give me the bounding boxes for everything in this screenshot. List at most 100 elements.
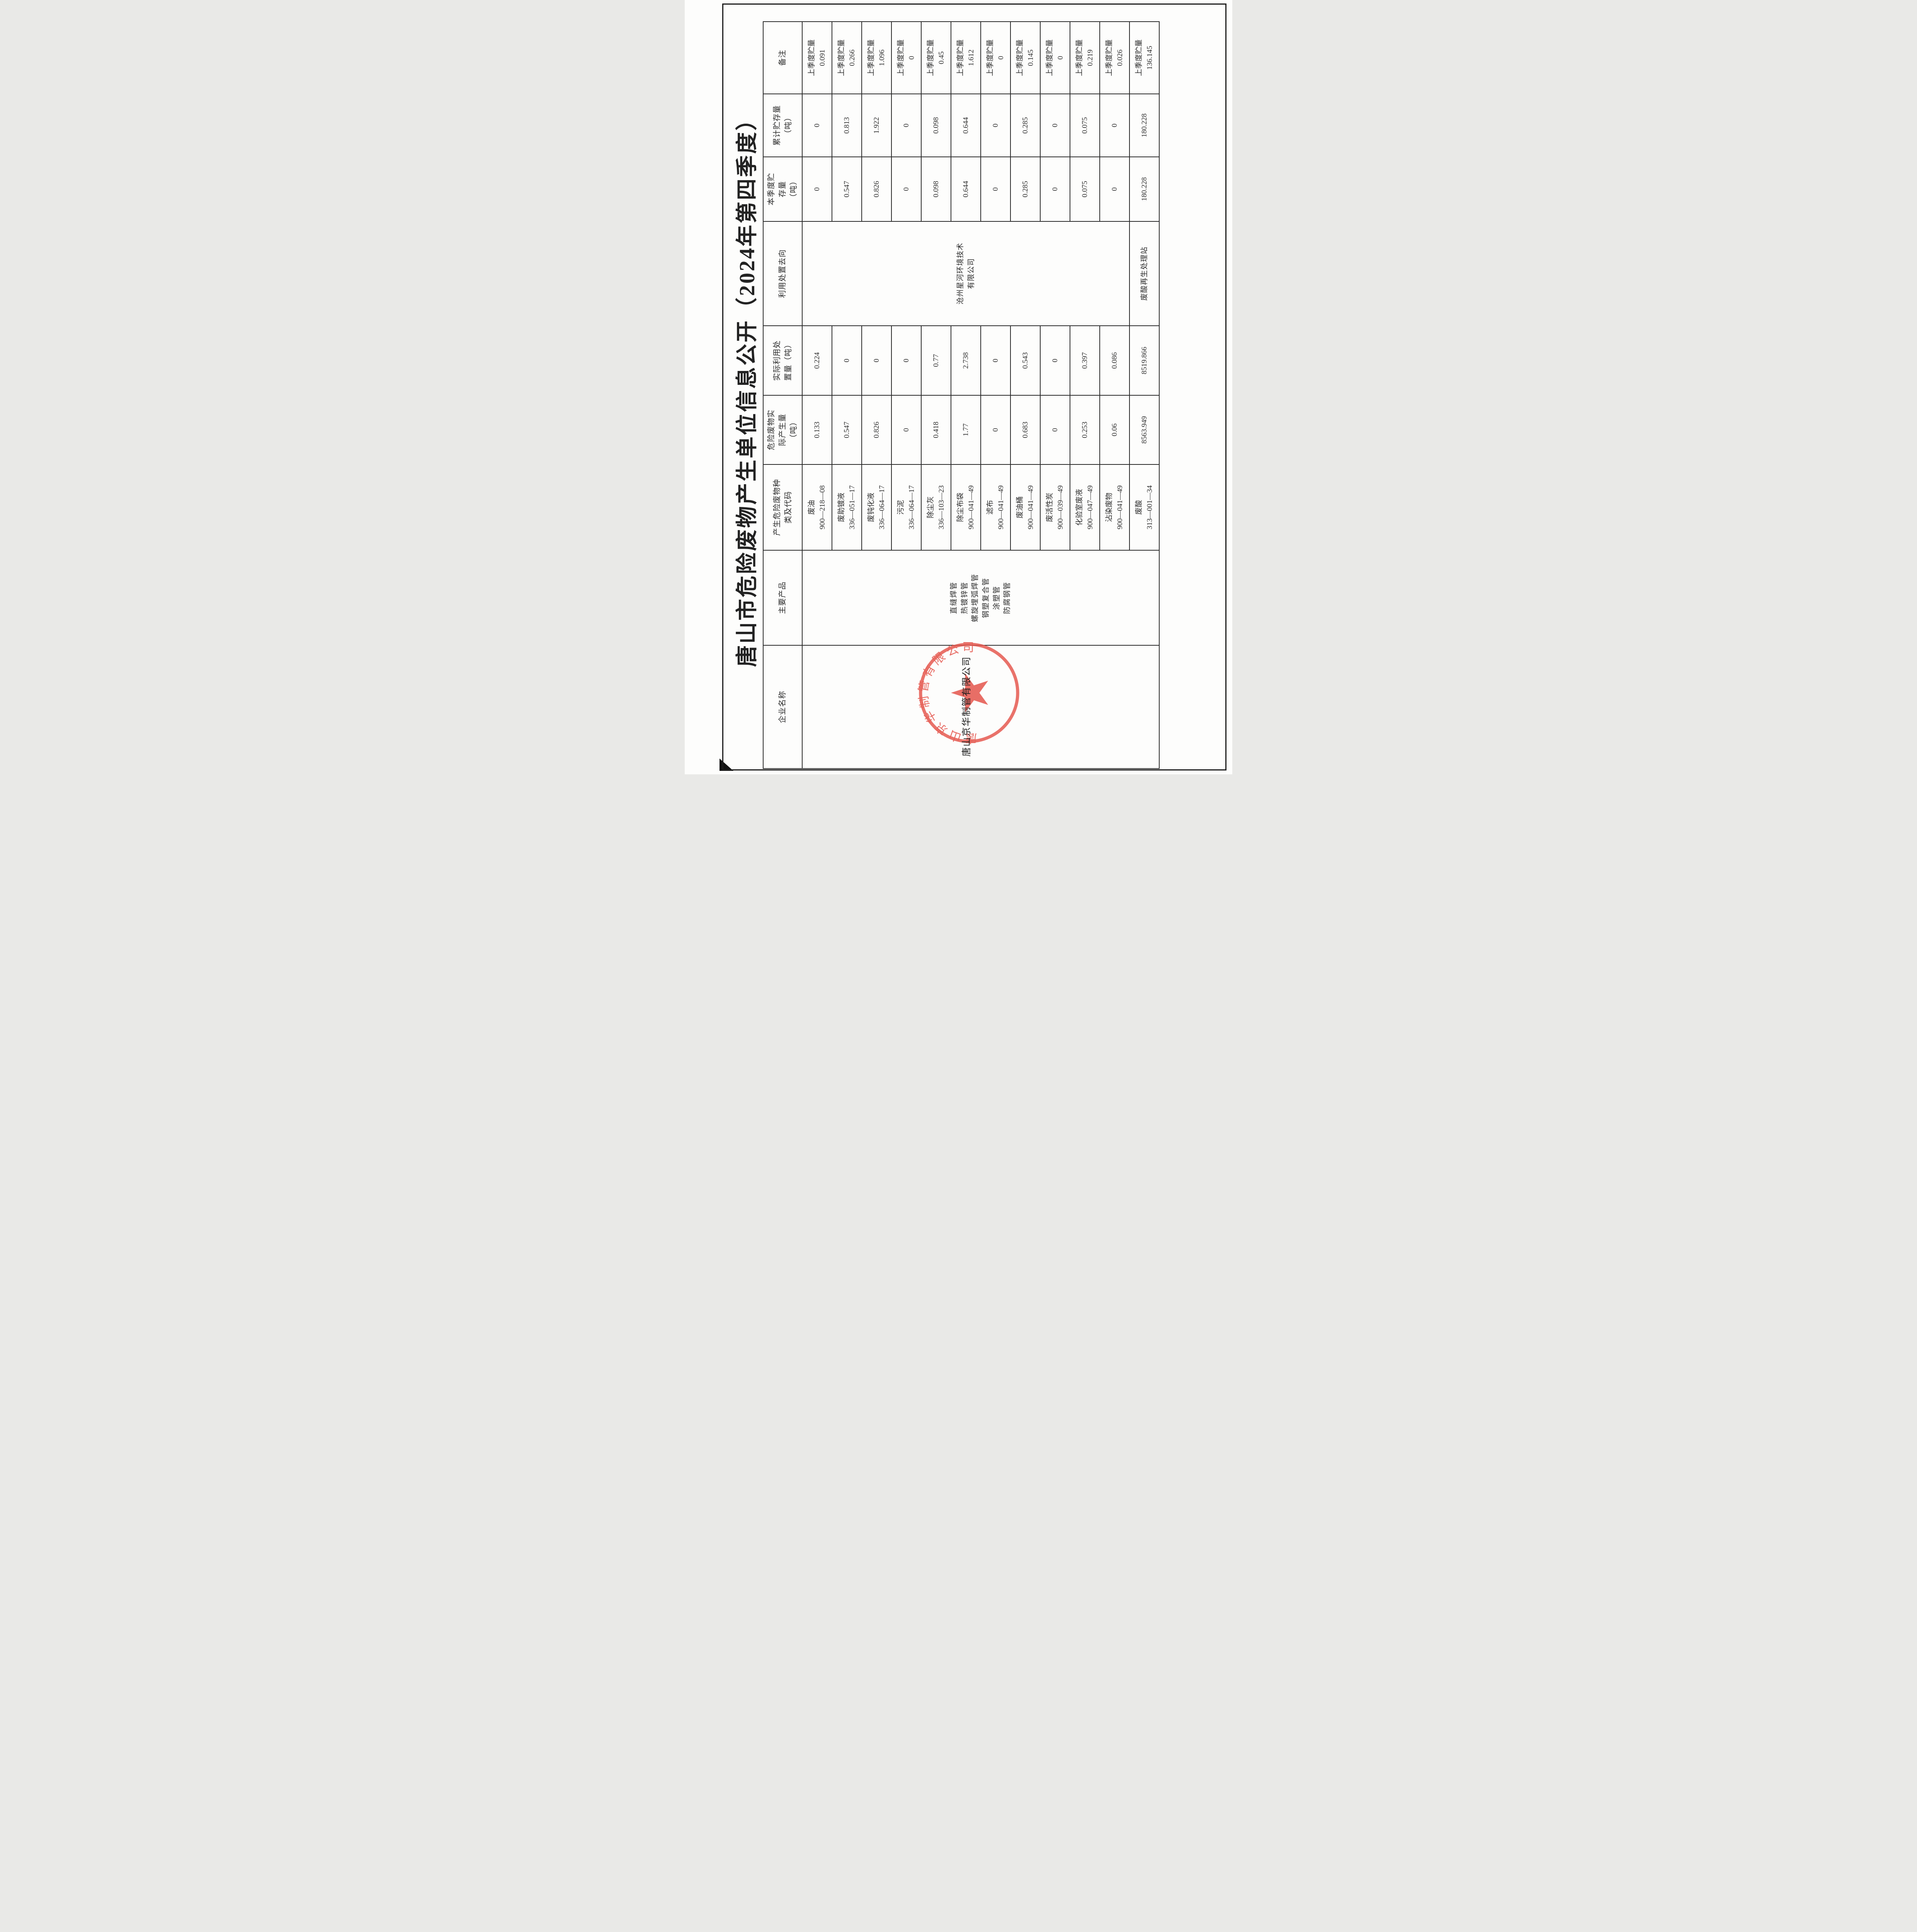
quarter-storage-cell: 0.285 [1010, 157, 1040, 221]
header-disposed: 实际利用处 置量（吨） [763, 326, 802, 395]
quarter-storage-cell: 0 [1040, 157, 1070, 221]
waste-name: 废钝化液 [867, 493, 875, 522]
header-quarter-storage: 本季度贮 存量 （吨） [763, 157, 802, 221]
waste-code: 336—064—17 [878, 485, 886, 529]
total-storage-cell: 0 [981, 94, 1010, 157]
remark-label: 上季度贮量 [867, 39, 875, 77]
generated-cell: 0.826 [862, 395, 891, 464]
remark-label: 上季度贮量 [986, 39, 994, 77]
header-products: 主要产品 [763, 550, 802, 645]
company-seal-stamp: 唐山京华制管有限公司 [917, 641, 1019, 745]
total-storage-cell: 0.285 [1010, 94, 1040, 157]
waste-name: 化验室废液 [1075, 489, 1084, 526]
remark-value: 0.091 [818, 49, 827, 66]
quarter-storage-cell: 0.075 [1070, 157, 1100, 221]
destination-merged-cell: 沧州星河环境技术 有限公司 [802, 221, 1129, 326]
waste-name: 污泥 [896, 500, 905, 515]
waste-code: 336—051—17 [848, 485, 856, 529]
total-storage-cell: 180.228 [1129, 94, 1159, 157]
remark-value: 0.266 [848, 49, 856, 66]
remark-value: 0.45 [937, 51, 946, 65]
header-row: 企业名称 主要产品 产生危险废物种 类及代码 危险废物实 际产生量 （吨） 实际… [763, 22, 802, 769]
remark-value: 0 [997, 56, 1005, 60]
page-title: 唐山市危险废物产生单位信息公开（2024年第四季度） [735, 107, 759, 667]
scan-corner-artifact [720, 759, 733, 771]
disposed-cell: 0.086 [1100, 326, 1129, 395]
waste-name: 废油桶 [1015, 496, 1024, 519]
total-storage-cell: 0.075 [1070, 94, 1100, 157]
quarter-storage-cell: 180.228 [1129, 157, 1159, 221]
total-storage-cell: 0.098 [921, 94, 951, 157]
remark-cell: 上季度贮量 0 [891, 22, 921, 94]
total-storage-cell: 1.922 [862, 94, 891, 157]
waste-code: 900—041—49 [967, 485, 975, 529]
remark-label: 上季度贮量 [1105, 39, 1113, 77]
remark-label: 上季度贮量 [926, 39, 935, 77]
header-destination: 利用处置去向 [763, 221, 802, 326]
waste-name: 废油 [807, 500, 816, 515]
quarter-storage-cell: 0 [802, 157, 832, 221]
generated-cell: 0 [891, 395, 921, 464]
header-remark: 备注 [763, 22, 802, 94]
total-storage-cell: 0.644 [951, 94, 981, 157]
disposed-cell: 2.738 [951, 326, 981, 395]
generated-cell: 0.547 [832, 395, 862, 464]
waste-code: 900—041—49 [997, 485, 1005, 529]
remark-cell: 上季度贮量 0 [1040, 22, 1070, 94]
generated-cell: 0.253 [1070, 395, 1100, 464]
remark-cell: 上季度贮量 0 [981, 22, 1010, 94]
generated-cell: 0.683 [1010, 395, 1040, 464]
disposed-cell: 0.224 [802, 326, 832, 395]
waste-code: 900—041—49 [1116, 485, 1124, 529]
waste-type-cell: 废助镀液 336—051—17 [832, 464, 862, 550]
waste-name: 废活性炭 [1045, 493, 1054, 522]
remark-label: 上季度贮量 [1045, 39, 1054, 77]
remark-value: 0 [907, 56, 916, 60]
remark-cell: 上季度贮量 0.266 [832, 22, 862, 94]
disposed-cell: 0 [981, 326, 1010, 395]
scanned-document-page: 唐山市危险废物产生单位信息公开（2024年第四季度） 企业名称 主要产品 产生危… [685, 0, 1232, 774]
quarter-storage-cell: 0.826 [862, 157, 891, 221]
disposed-cell: 0 [1040, 326, 1070, 395]
generated-cell: 8563.949 [1129, 395, 1159, 464]
total-storage-cell: 0 [802, 94, 832, 157]
waste-code: 900—047—49 [1086, 485, 1094, 529]
remark-cell: 上季度贮量 136.145 [1129, 22, 1159, 94]
disposed-cell: 0.543 [1010, 326, 1040, 395]
waste-code: 336—103—23 [937, 485, 946, 529]
disposed-cell: 8519.866 [1129, 326, 1159, 395]
waste-type-cell: 除尘灰 336—103—23 [921, 464, 951, 550]
remark-cell: 上季度贮量 1.612 [951, 22, 981, 94]
remark-value: 0.145 [1026, 49, 1035, 66]
waste-name: 废助镀液 [837, 493, 845, 522]
disposed-cell: 0 [891, 326, 921, 395]
waste-type-cell: 污泥 336—064—17 [891, 464, 921, 550]
remark-value: 0.026 [1116, 49, 1124, 66]
waste-name: 废酸 [1135, 500, 1143, 515]
waste-type-cell: 废活性炭 900—039—49 [1040, 464, 1070, 550]
remark-label: 上季度贮量 [1075, 39, 1084, 77]
header-total-storage: 累计贮存量 （吨） [763, 94, 802, 157]
generated-cell: 0.06 [1100, 395, 1129, 464]
remark-label: 上季度贮量 [1015, 39, 1024, 77]
waste-code: 900—041—49 [1026, 485, 1035, 529]
stamp-circle [919, 643, 1019, 743]
table-row: 唐山京华制管有限公司 唐山京华制管有限公司 直缝焊管 热镀锌管 螺旋埋弧焊管 钢… [802, 22, 1159, 769]
remark-label: 上季度贮量 [956, 39, 964, 77]
generated-cell: 0 [1040, 395, 1070, 464]
generated-cell: 0.133 [802, 395, 832, 464]
quarter-storage-cell: 0.547 [832, 157, 862, 221]
disposed-cell: 0.77 [921, 326, 951, 395]
remark-value: 1.096 [878, 49, 886, 66]
waste-type-cell: 废钝化液 336—064—17 [862, 464, 891, 550]
remark-value: 1.612 [967, 49, 975, 66]
hazardous-waste-table: 企业名称 主要产品 产生危险废物种 类及代码 危险废物实 际产生量 （吨） 实际… [763, 21, 1160, 769]
disposed-cell: 0 [862, 326, 891, 395]
products-cell: 直缝焊管 热镀锌管 螺旋埋弧焊管 钢塑复合管 涂塑管 防腐钢管 [802, 550, 1159, 645]
quarter-storage-cell: 0 [981, 157, 1010, 221]
remark-label: 上季度贮量 [807, 39, 816, 77]
total-storage-cell: 0 [891, 94, 921, 157]
remark-cell: 上季度贮量 0.145 [1010, 22, 1040, 94]
remark-label: 上季度贮量 [1135, 39, 1143, 77]
waste-name: 除尘灰 [926, 496, 935, 519]
